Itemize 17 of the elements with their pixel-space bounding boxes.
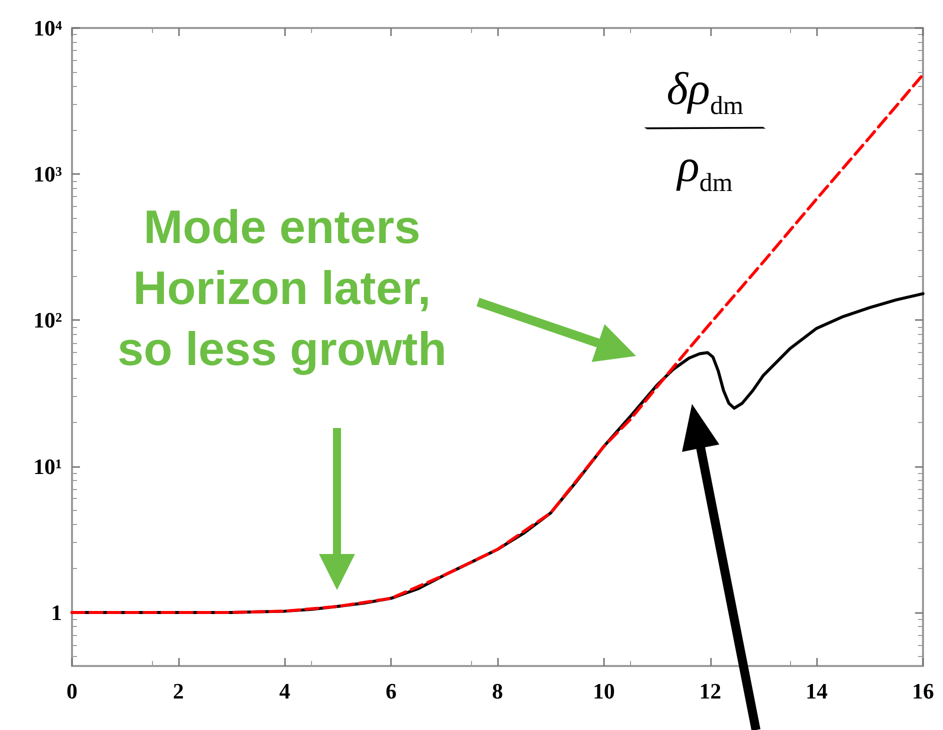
y-tick-label: 10¹ bbox=[33, 454, 62, 479]
x-tick-label: 14 bbox=[806, 678, 828, 704]
y-tick-label: 10² bbox=[33, 308, 62, 333]
x-tick-label: 6 bbox=[386, 678, 397, 704]
y-tick-label: 10³ bbox=[33, 162, 62, 187]
annotation: Mode enters Horizon later, so less growth bbox=[116, 199, 448, 377]
x-tick-label: 8 bbox=[492, 678, 503, 704]
line-series bbox=[70, 73, 924, 614]
y-tick-label: 1 bbox=[51, 600, 62, 625]
x-tick-label: 10 bbox=[592, 678, 615, 704]
x-tick-label: 12 bbox=[699, 678, 722, 704]
x-tick-label: 2 bbox=[172, 678, 184, 704]
x-tick-label: 0 bbox=[66, 678, 78, 704]
annotation: δρ$_{dm}$/ρ$_{dm}$ bbox=[609, 62, 805, 200]
x-tick-label: 16 bbox=[912, 678, 934, 704]
x-tick-label: 4 bbox=[279, 678, 290, 704]
y-tick-label: 10⁴ bbox=[33, 16, 62, 40]
